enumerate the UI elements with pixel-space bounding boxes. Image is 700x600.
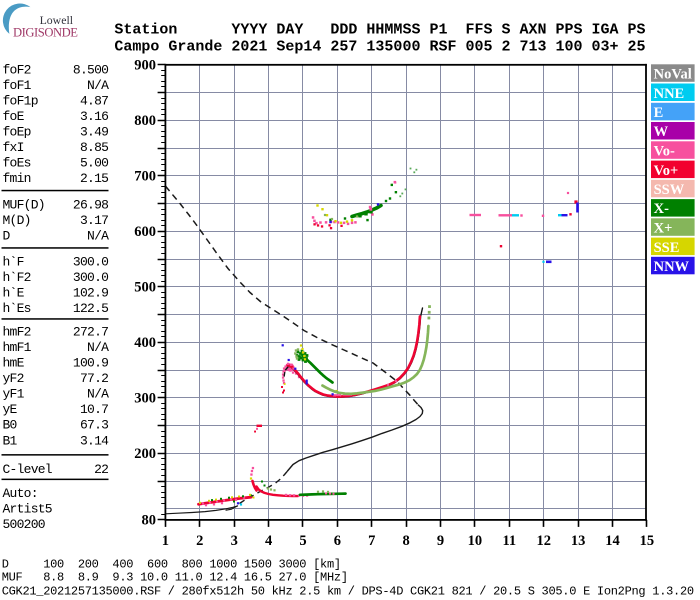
- svg-text:fmin: fmin: [3, 171, 31, 186]
- svg-text:15: 15: [640, 533, 655, 549]
- svg-text:300.0: 300.0: [73, 254, 108, 269]
- svg-text:W: W: [654, 124, 669, 140]
- svg-text:N/A: N/A: [87, 340, 109, 355]
- svg-text:h`F: h`F: [3, 254, 24, 269]
- svg-text:13: 13: [571, 533, 586, 549]
- svg-text:E: E: [654, 105, 664, 121]
- svg-text:5: 5: [299, 533, 306, 549]
- svg-text:77.2: 77.2: [80, 371, 108, 386]
- svg-text:5.00: 5.00: [80, 156, 108, 171]
- svg-text:Lowell: Lowell: [40, 13, 74, 27]
- svg-text:MUF 8.8 8.9 9.3 10.0 11.0: MUF 8.8 8.9 9.3 10.0 11.0 12.4 16.5 27.0…: [2, 571, 348, 585]
- svg-text:700: 700: [134, 169, 156, 185]
- svg-text:22: 22: [94, 462, 108, 477]
- svg-text:yE: yE: [3, 402, 18, 417]
- svg-text:hmF2: hmF2: [3, 324, 31, 339]
- svg-text:foE: foE: [3, 109, 25, 124]
- svg-text:11: 11: [502, 533, 516, 549]
- svg-text:102.9: 102.9: [73, 285, 108, 300]
- svg-text:6: 6: [334, 533, 341, 549]
- svg-text:4.87: 4.87: [80, 94, 108, 109]
- svg-text:hmE: hmE: [3, 356, 25, 371]
- svg-text:M(D): M(D): [3, 213, 31, 228]
- svg-text:12: 12: [536, 533, 551, 549]
- svg-text:MUF(D): MUF(D): [3, 198, 45, 213]
- svg-text:3.16: 3.16: [80, 109, 108, 124]
- svg-text:400: 400: [134, 335, 156, 351]
- svg-text:Vo+: Vo+: [654, 163, 679, 179]
- svg-text:B1: B1: [3, 433, 18, 448]
- svg-text:8.500: 8.500: [73, 63, 108, 78]
- svg-text:10.7: 10.7: [80, 402, 108, 417]
- svg-text:B0: B0: [3, 418, 17, 433]
- svg-text:N/A: N/A: [87, 229, 109, 244]
- svg-text:8.85: 8.85: [80, 140, 108, 155]
- svg-text:Auto:: Auto:: [3, 486, 38, 501]
- svg-text:272.7: 272.7: [73, 324, 108, 339]
- svg-text:hmF1: hmF1: [3, 340, 32, 355]
- svg-text:fxI: fxI: [3, 140, 24, 155]
- svg-text:8: 8: [402, 533, 409, 549]
- svg-text:26.98: 26.98: [73, 198, 108, 213]
- svg-text:foEp: foEp: [3, 125, 31, 140]
- svg-text:D 100 200 400 600 800: D 100 200 400 600 800 1000 1500 3000 [km…: [2, 557, 341, 571]
- svg-text:4: 4: [265, 533, 272, 549]
- svg-text:14: 14: [605, 533, 620, 549]
- svg-text:h`F2: h`F2: [3, 270, 31, 285]
- svg-text:N/A: N/A: [87, 387, 109, 402]
- svg-text:D: D: [3, 229, 11, 244]
- svg-text:300: 300: [134, 391, 156, 407]
- svg-text:Vo-: Vo-: [654, 144, 675, 160]
- svg-text:3.49: 3.49: [80, 125, 108, 140]
- svg-text:Artist5: Artist5: [3, 502, 52, 517]
- svg-text:3: 3: [231, 533, 238, 549]
- svg-text:SSW: SSW: [654, 182, 685, 198]
- svg-text:900: 900: [134, 58, 156, 74]
- svg-text:67.3: 67.3: [80, 418, 108, 433]
- svg-text:yF1: yF1: [3, 387, 25, 402]
- svg-text:Campo Grande 2021 Sep14 257 13: Campo Grande 2021 Sep14 257 135000 RSF 0…: [114, 38, 645, 55]
- svg-text:foF1p: foF1p: [3, 94, 38, 109]
- svg-text:foEs: foEs: [3, 156, 31, 171]
- svg-text:600: 600: [134, 224, 156, 240]
- svg-text:C-level: C-level: [3, 462, 53, 477]
- svg-text:3.14: 3.14: [80, 433, 109, 448]
- svg-text:10: 10: [468, 533, 483, 549]
- svg-text:X-: X-: [654, 201, 669, 217]
- svg-text:200: 200: [134, 446, 156, 462]
- svg-text:NNE: NNE: [654, 86, 685, 102]
- svg-text:3.17: 3.17: [80, 213, 108, 228]
- svg-text:yF2: yF2: [3, 371, 24, 386]
- svg-text:2: 2: [196, 533, 203, 549]
- svg-text:80: 80: [142, 513, 157, 529]
- svg-text:100.9: 100.9: [73, 356, 108, 371]
- svg-text:SSE: SSE: [654, 240, 680, 256]
- svg-text:N/A: N/A: [87, 78, 109, 93]
- svg-text:foF1: foF1: [3, 78, 32, 93]
- svg-text:DIGISONDE: DIGISONDE: [13, 25, 78, 39]
- svg-text:foF2: foF2: [3, 63, 31, 78]
- svg-text:300.0: 300.0: [73, 270, 108, 285]
- svg-text:9: 9: [437, 533, 444, 549]
- svg-text:800: 800: [134, 113, 156, 129]
- svg-text:7: 7: [368, 533, 375, 549]
- svg-text:500: 500: [134, 280, 156, 296]
- svg-text:2.15: 2.15: [80, 171, 108, 186]
- svg-text:h`Es: h`Es: [3, 301, 31, 316]
- svg-text:122.5: 122.5: [73, 301, 108, 316]
- svg-text:NoVal: NoVal: [654, 67, 692, 83]
- svg-text:X+: X+: [654, 221, 673, 237]
- svg-text:h`E: h`E: [3, 285, 25, 300]
- svg-text:1: 1: [162, 533, 169, 549]
- svg-text:Station YYYY DAY DDD HH: Station YYYY DAY DDD HHMMSS P1 FFS S AXN…: [114, 22, 645, 39]
- svg-text:500200: 500200: [3, 517, 45, 532]
- svg-text:NNW: NNW: [654, 259, 690, 275]
- svg-text:CGK21_2021257135000.RSF / 280f: CGK21_2021257135000.RSF / 280fx512h 50 k…: [2, 585, 694, 599]
